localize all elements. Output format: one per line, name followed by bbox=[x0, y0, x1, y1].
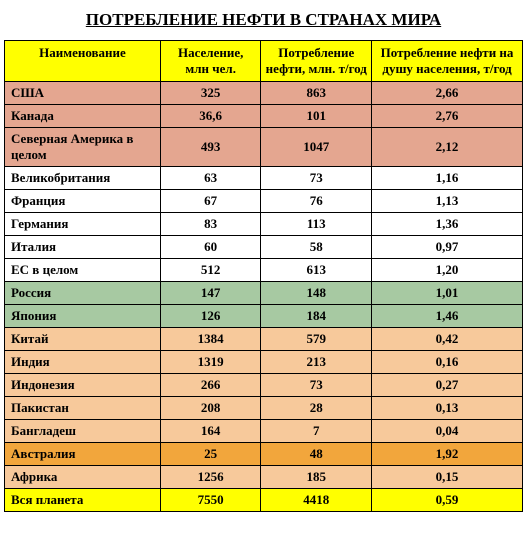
cell-cons: 58 bbox=[261, 236, 372, 259]
cell-pop: 147 bbox=[160, 282, 261, 305]
cell-name: Бангладеш bbox=[5, 420, 161, 443]
cell-name: Африка bbox=[5, 466, 161, 489]
cell-pop: 1256 bbox=[160, 466, 261, 489]
cell-pop: 208 bbox=[160, 397, 261, 420]
cell-cons: 73 bbox=[261, 167, 372, 190]
cell-pop: 67 bbox=[160, 190, 261, 213]
col-cons: Потребление нефти, млн. т/год bbox=[261, 41, 372, 82]
cell-cons: 101 bbox=[261, 105, 372, 128]
cell-pop: 1319 bbox=[160, 351, 261, 374]
cell-cons: 148 bbox=[261, 282, 372, 305]
col-percap: Потребление нефти на душу населения, т/г… bbox=[372, 41, 523, 82]
cell-percap: 1,46 bbox=[372, 305, 523, 328]
cell-cons: 863 bbox=[261, 82, 372, 105]
cell-pop: 126 bbox=[160, 305, 261, 328]
table-row: Африка12561850,15 bbox=[5, 466, 523, 489]
cell-percap: 1,20 bbox=[372, 259, 523, 282]
cell-pop: 1384 bbox=[160, 328, 261, 351]
cell-pop: 83 bbox=[160, 213, 261, 236]
cell-pop: 164 bbox=[160, 420, 261, 443]
cell-cons: 613 bbox=[261, 259, 372, 282]
table-row: Россия1471481,01 bbox=[5, 282, 523, 305]
cell-cons: 185 bbox=[261, 466, 372, 489]
cell-pop: 60 bbox=[160, 236, 261, 259]
cell-percap: 2,12 bbox=[372, 128, 523, 167]
cell-pop: 63 bbox=[160, 167, 261, 190]
cell-percap: 0,04 bbox=[372, 420, 523, 443]
cell-name: Германия bbox=[5, 213, 161, 236]
cell-name: Канада bbox=[5, 105, 161, 128]
table-row: Франция67761,13 bbox=[5, 190, 523, 213]
table-row: Италия60580,97 bbox=[5, 236, 523, 259]
table-row: Германия831131,36 bbox=[5, 213, 523, 236]
cell-pop: 25 bbox=[160, 443, 261, 466]
table-row: Австралия25481,92 bbox=[5, 443, 523, 466]
cell-name: Австралия bbox=[5, 443, 161, 466]
table-row: Великобритания63731,16 bbox=[5, 167, 523, 190]
table-row: Пакистан208280,13 bbox=[5, 397, 523, 420]
table-row: Вся планета755044180,59 bbox=[5, 489, 523, 512]
oil-consumption-table: Наименование Население, млн чел. Потребл… bbox=[4, 40, 523, 512]
cell-cons: 579 bbox=[261, 328, 372, 351]
table-row: Китай13845790,42 bbox=[5, 328, 523, 351]
cell-cons: 28 bbox=[261, 397, 372, 420]
cell-name: Вся планета bbox=[5, 489, 161, 512]
cell-cons: 213 bbox=[261, 351, 372, 374]
cell-name: Пакистан bbox=[5, 397, 161, 420]
cell-name: Индия bbox=[5, 351, 161, 374]
cell-cons: 73 bbox=[261, 374, 372, 397]
cell-cons: 7 bbox=[261, 420, 372, 443]
cell-cons: 113 bbox=[261, 213, 372, 236]
cell-cons: 184 bbox=[261, 305, 372, 328]
cell-percap: 0,59 bbox=[372, 489, 523, 512]
cell-percap: 0,16 bbox=[372, 351, 523, 374]
cell-name: Индонезия bbox=[5, 374, 161, 397]
cell-percap: 1,16 bbox=[372, 167, 523, 190]
cell-name: Япония bbox=[5, 305, 161, 328]
cell-pop: 7550 bbox=[160, 489, 261, 512]
table-row: Япония1261841,46 bbox=[5, 305, 523, 328]
table-row: Северная Америка в целом49310472,12 bbox=[5, 128, 523, 167]
cell-percap: 2,66 bbox=[372, 82, 523, 105]
cell-name: Франция bbox=[5, 190, 161, 213]
page-title: ПОТРЕБЛЕНИЕ НЕФТИ В СТРАНАХ МИРА bbox=[4, 4, 523, 40]
cell-pop: 266 bbox=[160, 374, 261, 397]
cell-name: Великобритания bbox=[5, 167, 161, 190]
cell-percap: 0,97 bbox=[372, 236, 523, 259]
cell-name: Северная Америка в целом bbox=[5, 128, 161, 167]
cell-name: Италия bbox=[5, 236, 161, 259]
cell-percap: 0,13 bbox=[372, 397, 523, 420]
table-row: США3258632,66 bbox=[5, 82, 523, 105]
cell-pop: 36,6 bbox=[160, 105, 261, 128]
col-pop: Население, млн чел. bbox=[160, 41, 261, 82]
table-row: Бангладеш16470,04 bbox=[5, 420, 523, 443]
cell-percap: 1,01 bbox=[372, 282, 523, 305]
cell-name: ЕС в целом bbox=[5, 259, 161, 282]
cell-percap: 0,15 bbox=[372, 466, 523, 489]
table-row: Индия13192130,16 bbox=[5, 351, 523, 374]
cell-name: США bbox=[5, 82, 161, 105]
cell-percap: 0,42 bbox=[372, 328, 523, 351]
cell-percap: 1,36 bbox=[372, 213, 523, 236]
cell-cons: 76 bbox=[261, 190, 372, 213]
table-body: США3258632,66Канада36,61012,76Северная А… bbox=[5, 82, 523, 512]
cell-pop: 493 bbox=[160, 128, 261, 167]
cell-cons: 4418 bbox=[261, 489, 372, 512]
cell-percap: 1,13 bbox=[372, 190, 523, 213]
cell-percap: 2,76 bbox=[372, 105, 523, 128]
cell-pop: 325 bbox=[160, 82, 261, 105]
cell-cons: 1047 bbox=[261, 128, 372, 167]
cell-name: Россия bbox=[5, 282, 161, 305]
cell-cons: 48 bbox=[261, 443, 372, 466]
col-name: Наименование bbox=[5, 41, 161, 82]
table-row: ЕС в целом5126131,20 bbox=[5, 259, 523, 282]
cell-percap: 0,27 bbox=[372, 374, 523, 397]
cell-percap: 1,92 bbox=[372, 443, 523, 466]
cell-pop: 512 bbox=[160, 259, 261, 282]
cell-name: Китай bbox=[5, 328, 161, 351]
table-row: Канада36,61012,76 bbox=[5, 105, 523, 128]
table-row: Индонезия266730,27 bbox=[5, 374, 523, 397]
table-header: Наименование Население, млн чел. Потребл… bbox=[5, 41, 523, 82]
